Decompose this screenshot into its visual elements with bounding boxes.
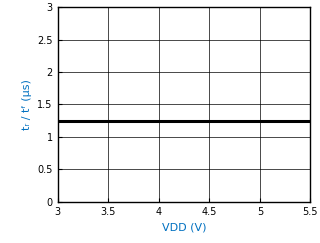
Y-axis label: tᵣ / tᶠ (μs): tᵣ / tᶠ (μs) [22,79,32,130]
X-axis label: VDD (V): VDD (V) [162,222,206,232]
